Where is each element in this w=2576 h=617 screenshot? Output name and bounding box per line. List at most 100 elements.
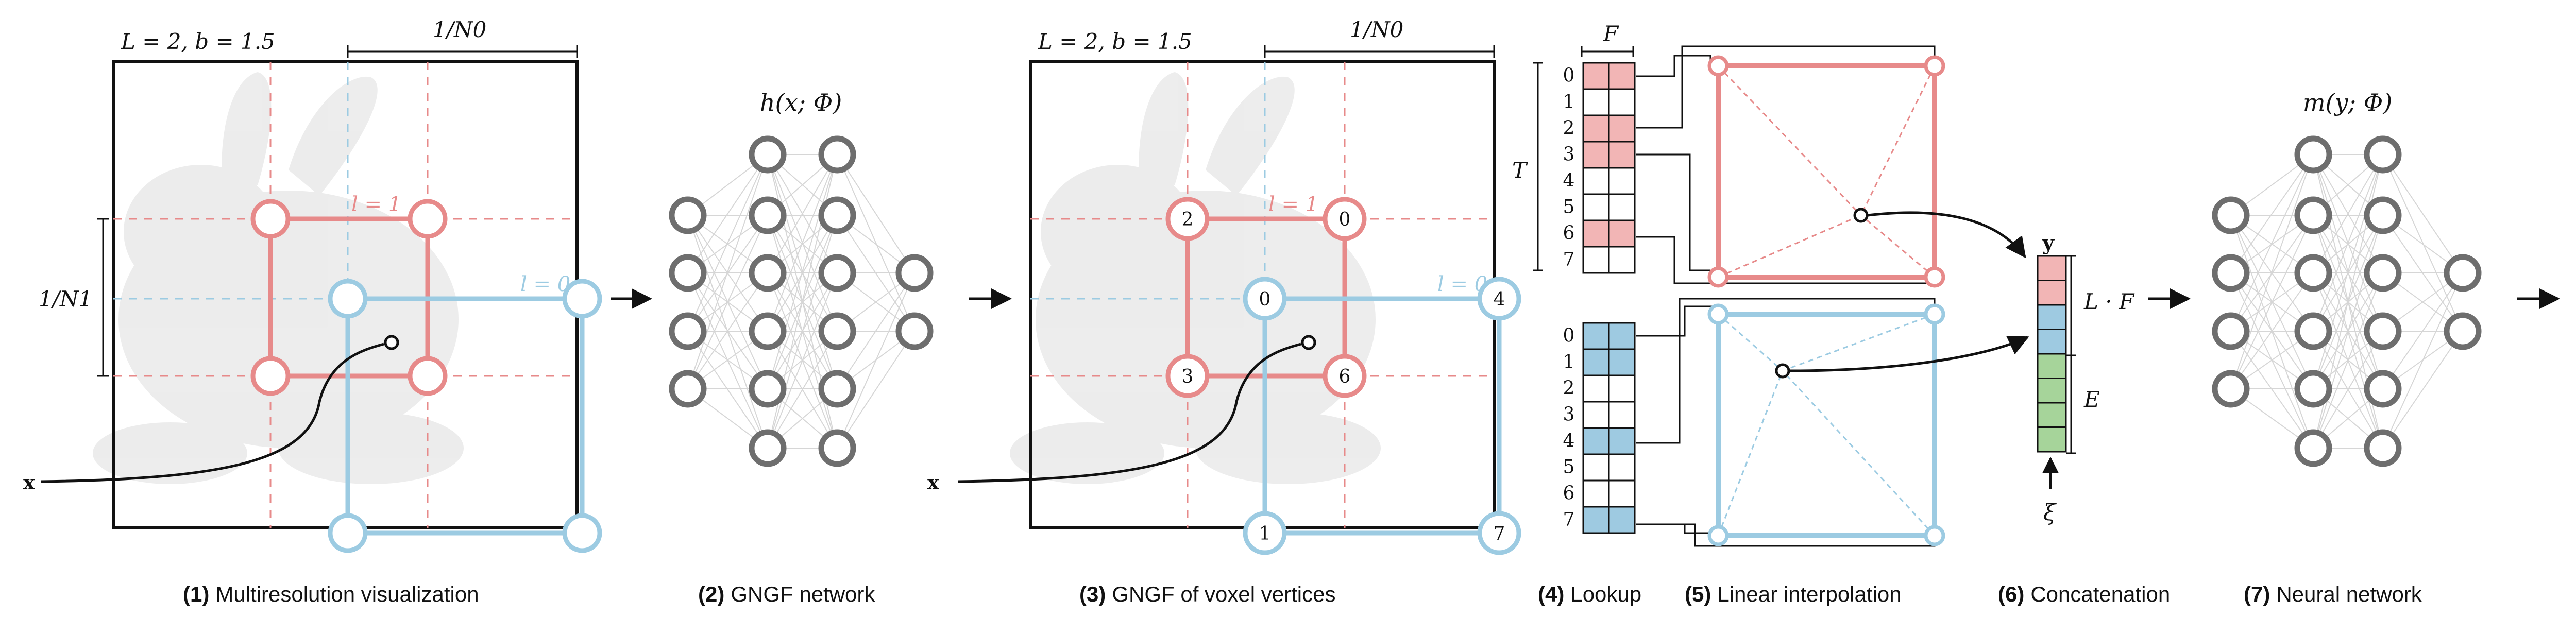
table-index: 1 bbox=[1563, 92, 1575, 113]
table-index: 5 bbox=[1563, 457, 1575, 478]
net-edge bbox=[767, 154, 838, 332]
x-label-1: x bbox=[23, 471, 35, 494]
caption-text: GNGF network bbox=[731, 582, 875, 606]
neuron bbox=[669, 196, 707, 234]
caption-num: (1) bbox=[183, 582, 209, 606]
table-index: 1 bbox=[1563, 352, 1575, 373]
interp-blue-square bbox=[1716, 312, 1937, 538]
table-cell bbox=[1608, 88, 1636, 116]
neuron bbox=[2294, 429, 2332, 467]
table-cell bbox=[1608, 453, 1636, 482]
interp-red-square bbox=[1716, 63, 1937, 280]
net-edge bbox=[2313, 331, 2383, 449]
panel-7-network: m(y; Φ) bbox=[2212, 89, 2560, 467]
neuron bbox=[2294, 312, 2332, 350]
interp-red-corner bbox=[1707, 266, 1729, 288]
net-edge bbox=[837, 154, 915, 332]
interp-blue-corner bbox=[1707, 525, 1729, 546]
red-connectors bbox=[1636, 45, 1936, 284]
table-cell bbox=[1582, 348, 1610, 376]
captions: (1) Multiresolution visualization (2) GNGF… bbox=[183, 582, 2422, 606]
y-vector-cell bbox=[2037, 353, 2067, 379]
interp-red-corner bbox=[1707, 55, 1729, 77]
table-cell bbox=[1582, 506, 1610, 534]
arrow-blue-to-y bbox=[1788, 336, 2029, 372]
table-cell bbox=[1608, 246, 1636, 274]
hash-table-level-0: 0 1 2 3 4 5 6 7 bbox=[1563, 322, 1636, 534]
caption-6: (6) Concatenation bbox=[1998, 582, 2170, 606]
bunny-silhouette-3 bbox=[1010, 72, 1381, 484]
params-label-1: L = 2, b = 1.5 bbox=[121, 29, 275, 54]
caption-text: Multiresolution visualization bbox=[215, 582, 479, 606]
table-cell bbox=[1608, 427, 1636, 455]
interp-red-corner bbox=[1924, 266, 1945, 288]
table-cell bbox=[1582, 427, 1610, 455]
table-cell bbox=[1582, 374, 1610, 403]
y-vector-cell bbox=[2037, 255, 2067, 281]
interp-blue-point bbox=[1775, 363, 1790, 379]
y-vector-cell bbox=[2037, 426, 2067, 453]
neuron bbox=[895, 254, 934, 292]
caption-num: (3) bbox=[1079, 582, 1106, 606]
neuron bbox=[669, 254, 707, 292]
neuron bbox=[2212, 370, 2250, 408]
table-index: 7 bbox=[1563, 249, 1575, 270]
neuron bbox=[818, 254, 856, 292]
blue-connectors bbox=[1636, 298, 1936, 547]
red-vertices-1 bbox=[250, 199, 448, 396]
neuron bbox=[818, 135, 856, 174]
net-edge bbox=[687, 154, 768, 332]
y-vector-cell bbox=[2037, 402, 2067, 428]
arrow-red-to-y bbox=[1867, 211, 2026, 259]
net-edge bbox=[767, 272, 838, 449]
caption-text: GNGF of voxel vertices bbox=[1112, 582, 1335, 606]
net-edge bbox=[2313, 154, 2383, 389]
net-edge bbox=[2230, 154, 2314, 332]
caption-7: (7) Neural network bbox=[2244, 582, 2422, 606]
blue-vertices-1 bbox=[328, 279, 602, 553]
y-vector-cell bbox=[2037, 280, 2067, 306]
neuron bbox=[2364, 196, 2402, 234]
xi-label: ξ bbox=[2043, 500, 2057, 526]
neuron bbox=[2364, 135, 2402, 174]
table-cell bbox=[1608, 479, 1636, 508]
y-label: y bbox=[2042, 231, 2055, 255]
panel-3-voxel-vertices: 2 0 3 6 0 4 1 7 x l = 1 l = 0 L = 2, b =… bbox=[927, 17, 1521, 555]
red-vertices-3 bbox=[1165, 197, 1367, 398]
caption-3: (3) GNGF of voxel vertices bbox=[1079, 582, 1335, 606]
top-scale-label-1: 1/N0 bbox=[433, 17, 486, 42]
table-index: 2 bbox=[1563, 118, 1575, 139]
blue-cell-3 bbox=[1262, 296, 1502, 536]
neuron bbox=[2212, 312, 2250, 350]
table-index: 6 bbox=[1563, 483, 1575, 504]
table-cell bbox=[1582, 246, 1610, 274]
interp-red-point bbox=[1853, 208, 1869, 223]
table-index: 5 bbox=[1563, 197, 1575, 218]
net-edge bbox=[837, 272, 915, 449]
left-scale-label-1: 1/N1 bbox=[39, 286, 92, 312]
table-index: 0 bbox=[1563, 65, 1575, 87]
level0-label-3: l = 0 bbox=[1437, 272, 1487, 296]
table-cell bbox=[1608, 114, 1636, 143]
table-index: 3 bbox=[1563, 404, 1575, 425]
left-scale-bracket-1 bbox=[97, 218, 109, 377]
query-curve-1 bbox=[41, 342, 384, 483]
level1-label-3: l = 1 bbox=[1268, 193, 1318, 216]
LF-label: L · F bbox=[2083, 289, 2135, 314]
net-edge bbox=[837, 154, 915, 273]
neuron bbox=[2294, 135, 2332, 174]
blue-vertex-label: 0 bbox=[1259, 289, 1271, 310]
net-edge bbox=[687, 272, 768, 389]
interp-red-dashes bbox=[1717, 65, 1936, 278]
net-edge bbox=[2230, 272, 2314, 389]
network-formula-m: m(y; Φ) bbox=[2303, 89, 2392, 116]
table-index: 4 bbox=[1563, 431, 1575, 452]
net-edge bbox=[2313, 215, 2383, 449]
net-edge bbox=[2382, 272, 2463, 449]
table-index: 2 bbox=[1563, 378, 1575, 399]
neuron bbox=[2364, 254, 2402, 292]
table-cell bbox=[1608, 193, 1636, 221]
caption-text: Concatenation bbox=[2030, 582, 2170, 606]
interp-blue-corner bbox=[1707, 303, 1729, 325]
net-edge bbox=[767, 154, 838, 389]
